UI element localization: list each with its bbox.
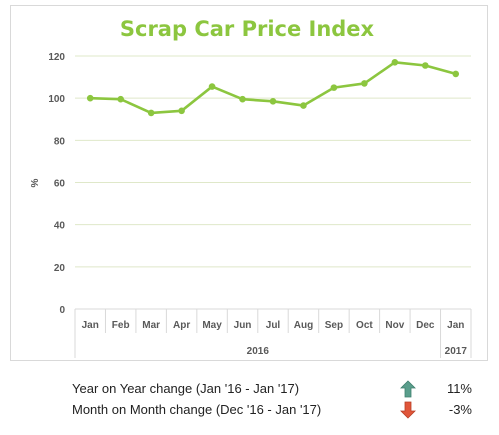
x-tick-label: Sep	[325, 320, 343, 331]
x-group-label: 2016	[247, 346, 270, 357]
mom-change-row: Month on Month change (Dec '16 - Jan '17…	[72, 401, 472, 422]
data-point	[117, 95, 124, 103]
y-tick-label: 100	[48, 94, 65, 105]
series-line	[88, 61, 458, 115]
data-point	[269, 98, 277, 105]
x-axis-ticks: Jan Feb Mar Apr May Jun Jul Aug Sep Oct Nov Dec Jan 2…	[82, 320, 468, 357]
y-tick-label: 120	[48, 52, 65, 63]
x-tick-label: Jan	[82, 320, 99, 331]
x-tick-label: Feb	[112, 320, 130, 331]
data-point	[178, 107, 185, 115]
y-axis-ticks: 0 20 40 60 80 100 120	[48, 52, 65, 316]
chart-title: Scrap Car Price Index	[120, 17, 375, 41]
chart-svg: Scrap Car Price Index % 020406080100120 …	[30, 17, 472, 358]
gridlines	[75, 55, 471, 268]
y-axis-label: %	[30, 178, 41, 187]
data-point	[208, 83, 216, 90]
data-point	[452, 70, 460, 78]
x-axis	[74, 308, 472, 358]
data-point	[147, 109, 155, 117]
y-tick-label: 40	[54, 221, 66, 232]
yoy-change-label: Year on Year change (Jan '16 - Jan '17)	[72, 381, 300, 396]
x-tick-label: Aug	[294, 320, 313, 331]
data-point	[86, 94, 94, 102]
data-point	[300, 102, 307, 109]
data-point	[391, 59, 399, 66]
data-point	[239, 95, 246, 103]
y-tick-label: 60	[54, 179, 66, 190]
y-tick-label: 80	[54, 136, 66, 147]
yoy-change-row: Year on Year change (Jan '16 - Jan '17) …	[72, 380, 472, 401]
yoy-change-value: 11%	[446, 381, 472, 396]
arrow-down-icon	[400, 401, 416, 419]
x-group-label: 2017	[445, 346, 468, 357]
data-point	[422, 62, 429, 69]
chart-frame: Scrap Car Price Index % 0 20 40 60 80 100 120 …	[10, 5, 488, 361]
y-tick-label: 20	[54, 263, 66, 274]
data-point	[330, 84, 338, 91]
x-tick-label: Oct	[356, 320, 373, 331]
x-tick-label: Jul	[266, 320, 281, 331]
x-tick-label: Apr	[173, 320, 190, 331]
x-tick-label: May	[202, 320, 222, 331]
x-tick-label: Dec	[416, 320, 435, 331]
x-tick-label: Jun	[234, 320, 252, 331]
arrow-up-icon	[400, 380, 416, 398]
x-tick-label: Jan	[447, 320, 464, 331]
x-tick-label: Mar	[142, 320, 160, 331]
x-tick-label: Nov	[385, 320, 404, 331]
data-point	[361, 80, 368, 87]
y-tick-label: 0	[59, 305, 65, 316]
mom-change-label: Month on Month change (Dec '16 - Jan '17…	[72, 402, 322, 417]
series-layer	[86, 59, 460, 117]
mom-change-value: -3%	[448, 402, 472, 417]
